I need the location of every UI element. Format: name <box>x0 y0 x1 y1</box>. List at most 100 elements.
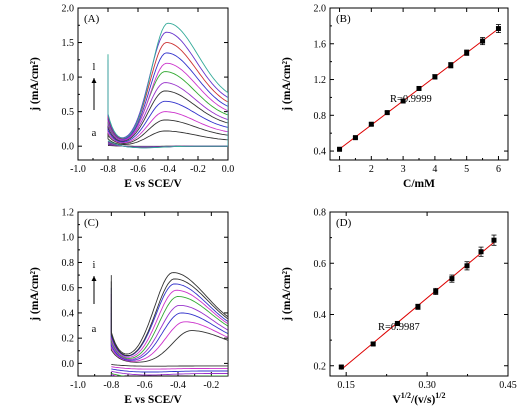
data-point <box>432 74 438 80</box>
x-tick-label: 4 <box>432 164 437 175</box>
y-axis-label: j (mA/cm²) <box>29 57 41 112</box>
plot-frame <box>329 211 509 377</box>
panel-label: (B) <box>336 13 351 25</box>
cv-curve-i <box>110 272 228 376</box>
data-point <box>337 146 343 152</box>
x-axis-label-superscript: 1/2 <box>401 391 411 400</box>
y-tick-label: 2.0 <box>314 4 327 15</box>
data-point <box>495 26 501 32</box>
cv-curve-a <box>110 325 228 367</box>
cv-curve-l <box>107 22 228 149</box>
cv-curve-d <box>110 304 228 376</box>
panel-d-current-vs-sqrt-scan-rate: 0.15 0.30 0.450.20.40.60.8(D)V1/2/(v/s)1/2… <box>281 208 517 407</box>
x-tick-label: -0.2 <box>190 164 206 175</box>
y-tick-label: 1.6 <box>314 39 327 50</box>
y-tick-label: 0.0 <box>62 359 75 370</box>
x-tick-label: -0.6 <box>137 380 153 391</box>
x-tick-label: 3 <box>401 164 406 175</box>
y-tick-label: 0.5 <box>62 107 75 118</box>
plot-frame <box>77 211 229 377</box>
y-tick-label: 0.2 <box>314 361 327 372</box>
x-tick-label: -1.0 <box>70 380 86 391</box>
y-tick-label: 1.0 <box>62 73 75 84</box>
data-point <box>480 38 486 44</box>
x-tick-label: -0.6 <box>130 164 146 175</box>
x-tick-label: -0.2 <box>203 380 219 391</box>
x-axis-label: V1/2/(v/s)1/2 <box>392 391 445 406</box>
data-point <box>449 276 455 282</box>
cv-curve-e <box>110 296 228 376</box>
y-tick-label: 0.4 <box>314 310 327 321</box>
panel-label: (A) <box>84 13 100 25</box>
panel-label: (C) <box>84 217 99 229</box>
data-point <box>394 320 400 326</box>
y-tick-label: 1.2 <box>314 75 327 86</box>
y-axis-label: j (mA/cm²) <box>281 57 293 112</box>
annotation-bottom-label: a <box>92 128 97 139</box>
data-point <box>448 62 454 68</box>
data-point <box>491 237 497 243</box>
x-tick-label: 5 <box>464 164 469 175</box>
x-tick-label: 1 <box>337 164 342 175</box>
y-tick-label: 0.2 <box>62 334 75 345</box>
annotation-arrow-head <box>91 276 97 281</box>
x-tick-label: -0.8 <box>103 380 119 391</box>
cv-curve-b <box>110 319 228 370</box>
panel-a-cyclic-voltammograms-concentration: -1.0 -0.8 -0.6 -0.4 -0.2 0.0 0.0 0.5 1.0 1.5 2.0 (A… <box>29 4 234 191</box>
annotation-top-label: i <box>93 260 96 271</box>
data-point <box>464 263 470 269</box>
panel-b-current-vs-concentration: 1 2 3 4 5 6 0.4 0.8 1.2 1.6 2.0 (B) C/mM j (mA/cm²) R=… <box>281 4 509 190</box>
data-point <box>478 249 484 255</box>
data-point <box>464 50 470 56</box>
data-point <box>415 304 421 310</box>
y-tick-label: 0.8 <box>314 111 327 122</box>
y-tick-label: 1.2 <box>62 208 75 219</box>
x-tick-label: 2 <box>369 164 374 175</box>
x-axis-label: E vs SCE/V <box>124 178 182 190</box>
x-tick-label: 0.15 <box>337 380 355 391</box>
x-axis-label: E vs SCE/V <box>124 394 182 406</box>
panel-c-cyclic-voltammograms-scan-rate: -1.0 -0.8 -0.6 -0.4 -0.2 0.0 0.2 0.4 0.6 0.8 1.0 1.… <box>29 208 229 406</box>
y-tick-label: 0.6 <box>62 283 75 294</box>
data-point <box>370 341 376 347</box>
x-tick-label: 0.45 <box>499 380 517 391</box>
annotation-arrow-head <box>91 78 97 83</box>
correlation-annotation: R=0.9987 <box>378 322 420 333</box>
y-tick-label: 1.5 <box>62 38 75 49</box>
x-axis-label: C/mM <box>403 178 435 190</box>
x-axis-label-part: /(v/s) <box>410 394 435 406</box>
x-axis-label-part: V <box>392 394 401 406</box>
annotation-top-label: l <box>93 62 96 73</box>
y-tick-label: 2.0 <box>62 4 75 15</box>
y-axis-label: j (mA/cm²) <box>281 267 293 322</box>
data-point <box>433 288 439 294</box>
data-point <box>400 98 406 104</box>
x-tick-label: 0.0 <box>222 164 235 175</box>
x-tick-label: -1.0 <box>70 164 86 175</box>
x-tick-label: -0.8 <box>100 164 116 175</box>
panel-label: (D) <box>336 217 352 229</box>
y-axis-label: j (mA/cm²) <box>29 267 41 322</box>
x-tick-label: 0.30 <box>418 380 436 391</box>
cv-curve-i <box>107 52 228 148</box>
cv-curve-f <box>110 289 228 376</box>
x-axis-label-superscript: 1/2 <box>435 391 445 400</box>
x-tick-label: 6 <box>496 164 501 175</box>
data-point <box>416 85 422 91</box>
y-tick-label: 0.0 <box>62 142 75 153</box>
cv-curve-c <box>110 312 228 373</box>
y-tick-label: 0.4 <box>62 308 75 319</box>
y-tick-label: 0.6 <box>314 259 327 270</box>
cv-curve-k <box>107 31 228 149</box>
data-point <box>352 135 358 141</box>
y-tick-label: 0.8 <box>314 208 327 219</box>
y-tick-label: 0.4 <box>314 147 327 158</box>
correlation-annotation: R=0.9999 <box>390 94 432 105</box>
data-point <box>368 121 374 127</box>
cv-curve-g <box>110 283 228 376</box>
cv-curve-h <box>110 278 228 376</box>
x-tick-label: -0.4 <box>160 164 176 175</box>
cv-curve-h <box>107 62 228 148</box>
data-point <box>384 110 390 116</box>
